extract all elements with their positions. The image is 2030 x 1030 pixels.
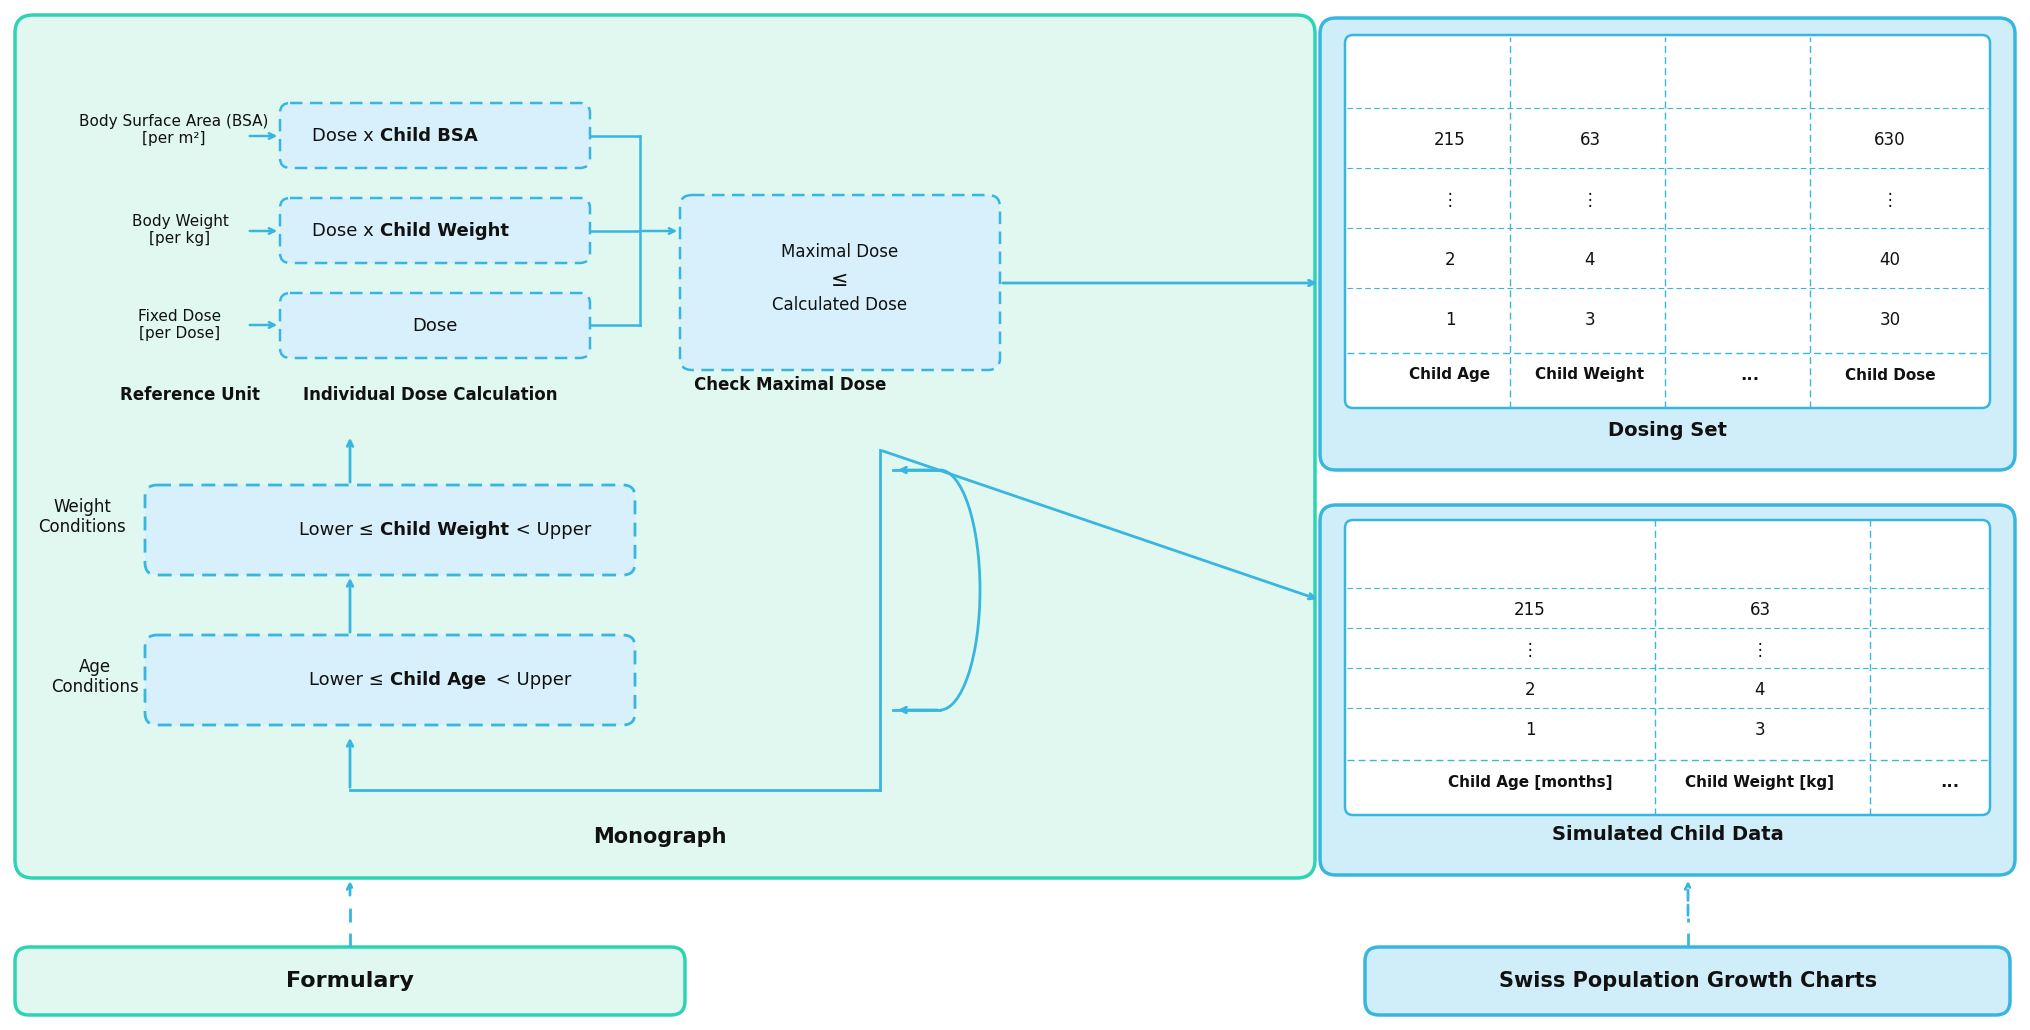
Text: 63: 63 [1750,600,1770,619]
Text: Weight
Conditions: Weight Conditions [39,497,126,537]
Text: Child Weight: Child Weight [380,222,510,240]
Text: Calculated Dose: Calculated Dose [773,296,907,314]
Text: Child Age: Child Age [390,671,485,689]
FancyBboxPatch shape [280,103,591,168]
FancyBboxPatch shape [14,15,1315,878]
FancyBboxPatch shape [144,636,635,725]
Text: Dose x: Dose x [313,127,380,145]
FancyBboxPatch shape [1364,947,2010,1015]
FancyBboxPatch shape [1346,35,1989,408]
Text: Monograph: Monograph [593,827,727,847]
Text: Child Weight: Child Weight [1535,368,1644,382]
Text: Dose x: Dose x [313,222,380,240]
Text: Dosing Set: Dosing Set [1608,420,1728,440]
Text: 63: 63 [1579,131,1600,149]
FancyBboxPatch shape [280,198,591,263]
Text: Swiss Population Growth Charts: Swiss Population Growth Charts [1498,971,1878,991]
Text: Formulary: Formulary [286,971,414,991]
Text: 3: 3 [1585,311,1596,329]
Text: Fixed Dose
[per Dose]: Fixed Dose [per Dose] [138,309,221,341]
FancyBboxPatch shape [14,947,684,1015]
Text: < Upper: < Upper [510,521,591,539]
Text: 40: 40 [1880,251,1900,269]
Text: < Upper: < Upper [489,671,570,689]
Text: Individual Dose Calculation: Individual Dose Calculation [302,386,558,404]
Text: 215: 215 [1433,131,1466,149]
Text: 215: 215 [1514,600,1547,619]
FancyBboxPatch shape [1346,520,1989,815]
Text: Child Weight [kg]: Child Weight [kg] [1685,775,1835,790]
FancyBboxPatch shape [680,195,1001,370]
Text: Body Weight
[per kg]: Body Weight [per kg] [132,214,229,246]
Text: 2: 2 [1445,251,1456,269]
Text: 4: 4 [1585,251,1596,269]
Text: 2: 2 [1525,681,1535,699]
Text: ⋮: ⋮ [1752,641,1768,659]
Text: ...: ... [1740,366,1760,384]
Text: ⋮: ⋮ [1522,641,1539,659]
FancyBboxPatch shape [280,293,591,358]
Text: 3: 3 [1754,721,1766,739]
Text: Body Surface Area (BSA)
[per m²]: Body Surface Area (BSA) [per m²] [79,113,268,146]
Text: Simulated Child Data: Simulated Child Data [1553,825,1784,845]
Text: 1: 1 [1445,311,1456,329]
FancyBboxPatch shape [1320,505,2016,876]
Text: Child Dose: Child Dose [1845,368,1935,382]
Text: Reference Unit: Reference Unit [120,386,260,404]
Text: Check Maximal Dose: Check Maximal Dose [694,376,887,394]
Text: Child Weight: Child Weight [380,521,510,539]
FancyBboxPatch shape [144,485,635,575]
Text: ⋮: ⋮ [1581,191,1598,209]
Text: Child Age [months]: Child Age [months] [1447,775,1612,790]
Text: Child Age: Child Age [1409,368,1490,382]
Text: ⋮: ⋮ [1441,191,1458,209]
Text: Age
Conditions: Age Conditions [51,657,138,696]
Text: ...: ... [1941,772,1959,791]
Text: ≤: ≤ [830,270,849,290]
Text: Child BSA: Child BSA [380,127,477,145]
Text: 30: 30 [1880,311,1900,329]
Text: Lower ≤: Lower ≤ [309,671,390,689]
FancyBboxPatch shape [1320,18,2016,470]
Text: Lower ≤: Lower ≤ [298,521,380,539]
Text: 1: 1 [1525,721,1535,739]
Text: ⋮: ⋮ [1882,191,1898,209]
Text: Dose: Dose [412,317,457,335]
Text: 4: 4 [1754,681,1766,699]
Text: 630: 630 [1874,131,1906,149]
Text: Maximal Dose: Maximal Dose [782,243,899,261]
